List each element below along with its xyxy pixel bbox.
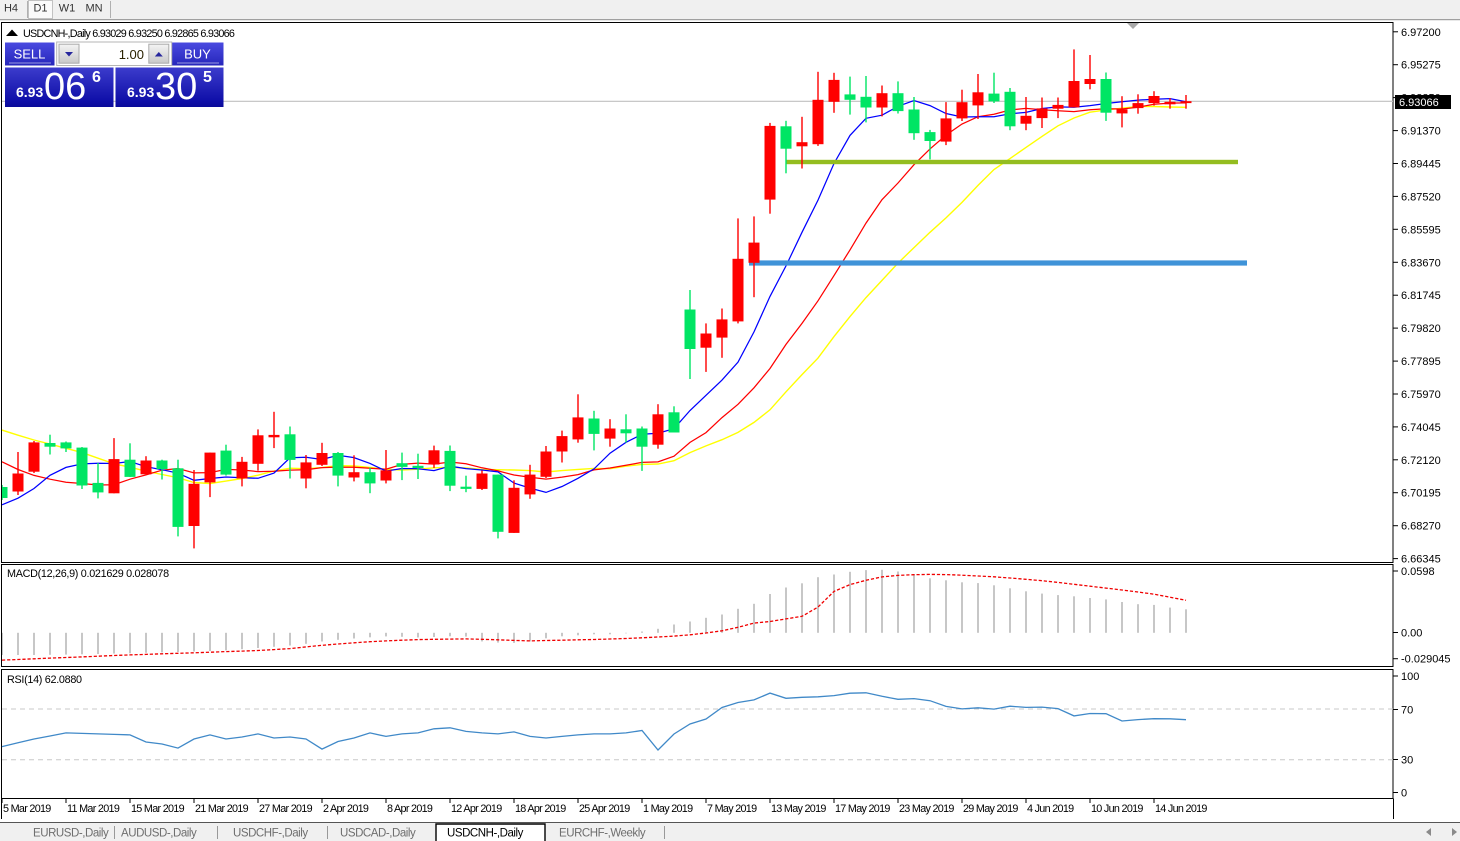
svg-text:6.87520: 6.87520 (1401, 191, 1441, 203)
svg-text:5: 5 (203, 69, 212, 86)
svg-text:6.77895: 6.77895 (1401, 356, 1441, 368)
svg-text:23 May 2019: 23 May 2019 (899, 803, 954, 815)
svg-text:14 Jun 2019: 14 Jun 2019 (1155, 803, 1207, 815)
svg-text:18 Apr 2019: 18 Apr 2019 (515, 803, 566, 815)
svg-text:6.83670: 6.83670 (1401, 257, 1441, 269)
svg-text:BUY: BUY (184, 47, 211, 62)
svg-text:1.00: 1.00 (119, 47, 144, 62)
svg-text:D1: D1 (33, 3, 47, 15)
svg-text:0: 0 (1401, 788, 1407, 800)
svg-text:6.81745: 6.81745 (1401, 290, 1441, 302)
svg-text:H4: H4 (4, 3, 18, 15)
svg-text:1 May 2019: 1 May 2019 (643, 803, 693, 815)
svg-text:6.97200: 6.97200 (1401, 27, 1441, 39)
svg-text:USDCNH-,Daily: USDCNH-,Daily (447, 828, 524, 840)
svg-text:6.93: 6.93 (127, 84, 154, 100)
svg-text:SELL: SELL (14, 47, 46, 62)
svg-text:6.93066: 6.93066 (1399, 97, 1439, 109)
svg-text:15 Mar 2019: 15 Mar 2019 (131, 803, 185, 815)
svg-text:06: 06 (44, 66, 86, 108)
svg-text:6.89445: 6.89445 (1401, 159, 1441, 171)
svg-text:6.74045: 6.74045 (1401, 422, 1441, 434)
svg-text:6.66345: 6.66345 (1401, 554, 1441, 566)
svg-text:8 Apr 2019: 8 Apr 2019 (387, 803, 433, 815)
svg-text:EURCHF-,Weekly: EURCHF-,Weekly (559, 828, 646, 840)
svg-text:6.75970: 6.75970 (1401, 389, 1441, 401)
svg-text:6.95275: 6.95275 (1401, 60, 1441, 72)
svg-text:25 Apr 2019: 25 Apr 2019 (579, 803, 630, 815)
svg-text:6.70195: 6.70195 (1401, 488, 1441, 500)
svg-text:10 Jun 2019: 10 Jun 2019 (1091, 803, 1143, 815)
svg-text:6.91370: 6.91370 (1401, 126, 1441, 138)
svg-text:5 Mar 2019: 5 Mar 2019 (3, 803, 51, 815)
svg-text:AUDUSD-,Daily: AUDUSD-,Daily (121, 828, 197, 840)
svg-text:MACD(12,26,9) 0.021629 0.02807: MACD(12,26,9) 0.021629 0.028078 (7, 568, 169, 580)
svg-text:17 May 2019: 17 May 2019 (835, 803, 890, 815)
svg-text:USDCHF-,Daily: USDCHF-,Daily (233, 828, 308, 840)
svg-text:USDCNH-,Daily 6.93029 6.93250: USDCNH-,Daily 6.93029 6.93250 6.92865 6.… (23, 28, 235, 40)
svg-text:MN: MN (85, 3, 102, 15)
svg-text:W1: W1 (59, 3, 76, 15)
svg-text:30: 30 (155, 66, 197, 108)
svg-text:4 Jun 2019: 4 Jun 2019 (1027, 803, 1074, 815)
svg-text:EURUSD-,Daily: EURUSD-,Daily (33, 828, 109, 840)
svg-text:100: 100 (1401, 671, 1419, 683)
svg-text:0.0598: 0.0598 (1401, 566, 1435, 578)
svg-text:USDCAD-,Daily: USDCAD-,Daily (340, 828, 416, 840)
svg-text:6.93: 6.93 (16, 84, 43, 100)
svg-text:30: 30 (1401, 755, 1413, 767)
svg-text:6.72120: 6.72120 (1401, 455, 1441, 467)
svg-text:7 May 2019: 7 May 2019 (707, 803, 757, 815)
svg-text:6: 6 (92, 69, 101, 86)
svg-text:RSI(14) 62.0880: RSI(14) 62.0880 (7, 674, 82, 686)
svg-text:70: 70 (1401, 705, 1413, 717)
svg-text:11 Mar 2019: 11 Mar 2019 (67, 803, 120, 815)
svg-text:29 May 2019: 29 May 2019 (963, 803, 1018, 815)
svg-text:6.68270: 6.68270 (1401, 521, 1441, 533)
svg-text:27 Mar 2019: 27 Mar 2019 (259, 803, 313, 815)
svg-text:21 Mar 2019: 21 Mar 2019 (195, 803, 249, 815)
svg-text:12 Apr 2019: 12 Apr 2019 (451, 803, 502, 815)
svg-text:6.79820: 6.79820 (1401, 323, 1441, 335)
svg-text:6.85595: 6.85595 (1401, 224, 1441, 236)
svg-text:13 May 2019: 13 May 2019 (771, 803, 826, 815)
svg-text:2 Apr 2019: 2 Apr 2019 (323, 803, 369, 815)
svg-text:-0.029045: -0.029045 (1401, 654, 1451, 666)
svg-text:0.00: 0.00 (1401, 628, 1422, 640)
